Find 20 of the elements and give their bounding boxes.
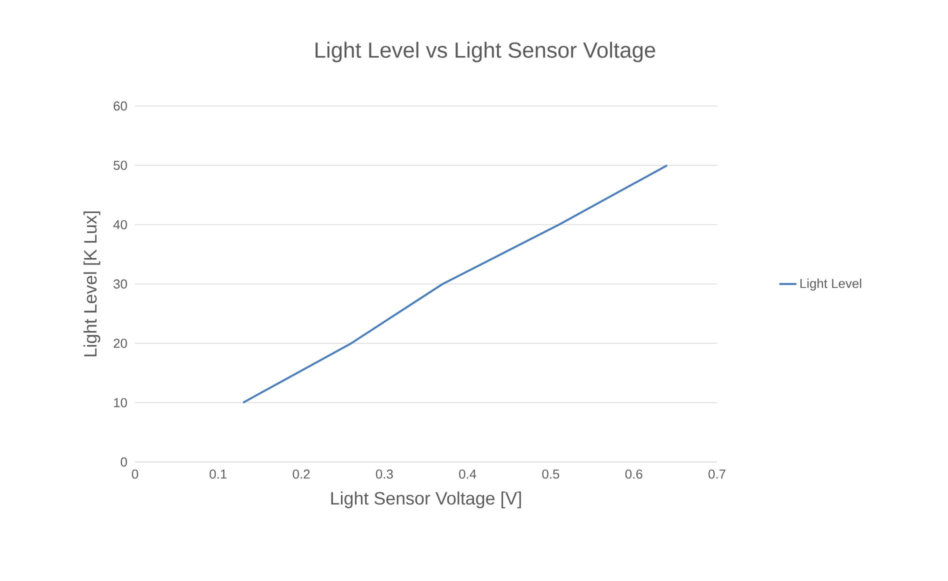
y-tick-label: 60: [114, 101, 127, 111]
y-tick-label: 10: [114, 398, 127, 408]
line-series: [242, 164, 668, 404]
x-tick-label: 0.6: [625, 470, 642, 479]
x-tick-label: 0.2: [292, 470, 310, 479]
x-tick-label: 0.5: [542, 470, 560, 479]
y-tick-label: 0: [120, 457, 127, 467]
x-tick-label: 0.7: [708, 470, 726, 479]
x-axis-title: Light Sensor Voltage [V]: [331, 492, 521, 508]
y-axis-title: Light Level [K Lux]: [84, 212, 100, 356]
x-tick-label: 0.3: [376, 470, 393, 479]
y-tick-label: 40: [113, 220, 127, 230]
x-tick-label: 0.1: [210, 470, 227, 479]
chart-title: Light Level vs Light Sensor Voltage: [316, 42, 656, 62]
x-tick-label: 0.4: [459, 470, 476, 479]
y-tick-label: 30: [114, 279, 127, 289]
y-tick-label: 20: [114, 338, 127, 348]
y-tick-label: 50: [114, 160, 127, 170]
x-tick-label: 0: [132, 470, 138, 479]
legend-label: Light Level: [800, 278, 862, 291]
